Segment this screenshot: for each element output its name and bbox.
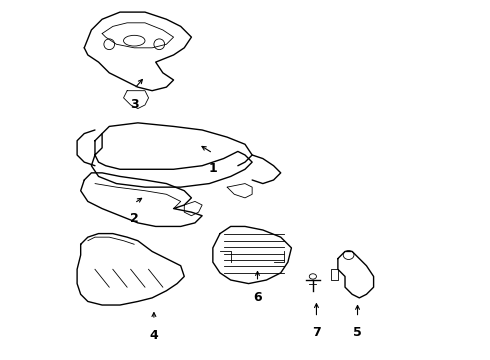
Text: 1: 1	[208, 162, 217, 175]
Text: 4: 4	[149, 329, 158, 342]
Text: 5: 5	[353, 327, 362, 339]
Text: 6: 6	[253, 291, 262, 304]
Text: 7: 7	[312, 327, 321, 339]
Text: 3: 3	[130, 98, 139, 111]
Text: 2: 2	[130, 212, 139, 225]
